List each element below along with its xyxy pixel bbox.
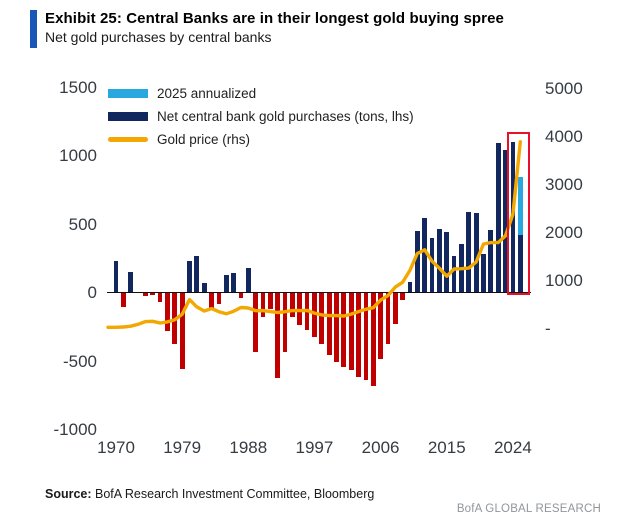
bar-1989 xyxy=(253,293,259,353)
bar-2020 xyxy=(481,253,486,293)
navy-swatch-icon xyxy=(108,112,148,121)
bar-2011 xyxy=(414,231,420,293)
x-axis-tick: 1997 xyxy=(295,438,334,457)
bar-2019 xyxy=(473,213,479,293)
highlight-box-2024-2025 xyxy=(506,131,531,295)
bar-1978 xyxy=(172,293,178,345)
x-axis-tick: 1979 xyxy=(163,438,202,457)
x-axis-tick: 2015 xyxy=(427,438,466,457)
bar-1991 xyxy=(267,293,273,310)
bar-1990 xyxy=(260,293,266,318)
bar-1998 xyxy=(319,293,325,344)
bar-2022 xyxy=(495,142,501,293)
bar-2002 xyxy=(348,293,354,370)
cyan-swatch-icon xyxy=(108,89,148,98)
zero-baseline xyxy=(107,291,531,294)
source-text: BofA Research Investment Committee, Bloo… xyxy=(91,487,375,501)
legend-item-net-purchases: Net central bank gold purchases (tons, l… xyxy=(108,105,414,128)
bar-1996 xyxy=(304,293,310,331)
bar-1984 xyxy=(216,293,222,305)
bar-1985 xyxy=(223,274,229,293)
source-label: Source: xyxy=(45,487,92,501)
bar-2003 xyxy=(356,293,361,378)
bar-2000 xyxy=(334,293,339,362)
bar-1992 xyxy=(275,293,281,379)
left-axis-tick: 1000 xyxy=(59,146,97,165)
legend-label: Gold price (rhs) xyxy=(157,132,251,147)
bar-1981 xyxy=(194,255,200,293)
legend-label: Net central bank gold purchases (tons, l… xyxy=(157,109,414,124)
bar-1987 xyxy=(238,293,244,299)
bar-2007 xyxy=(385,293,391,344)
right-axis-tick: 5000 xyxy=(545,79,583,98)
legend-item-2025-annualized: 2025 annualized xyxy=(108,82,414,105)
gold-line-swatch-icon xyxy=(108,137,148,142)
bar-1979 xyxy=(179,293,185,370)
chart-legend: 2025 annualized Net central bank gold pu… xyxy=(108,82,414,151)
bar-2001 xyxy=(341,293,347,367)
title-accent-stripe xyxy=(30,10,37,48)
x-axis-tick: 2024 xyxy=(493,438,532,457)
left-axis-tick: 500 xyxy=(68,214,97,234)
x-axis-tick: 2006 xyxy=(361,438,400,457)
left-axis-tick: 1500 xyxy=(59,77,97,97)
bar-2006 xyxy=(378,293,383,359)
bar-1971 xyxy=(120,293,126,308)
bar-2015 xyxy=(444,232,450,293)
bar-2016 xyxy=(451,256,457,293)
bar-2018 xyxy=(466,211,472,293)
bar-2008 xyxy=(392,293,398,324)
bar-2014 xyxy=(437,229,442,293)
bar-1995 xyxy=(297,293,303,325)
bar-1983 xyxy=(209,293,214,309)
left-axis-tick: -500 xyxy=(62,351,97,371)
bar-2013 xyxy=(429,237,435,293)
bar-2009 xyxy=(400,293,406,300)
right-axis-tick: 4000 xyxy=(545,127,583,146)
bar-1994 xyxy=(290,293,295,318)
legend-item-gold-price: Gold price (rhs) xyxy=(108,128,414,151)
bar-1986 xyxy=(231,273,236,293)
right-axis-tick: - xyxy=(545,319,551,338)
bar-1974 xyxy=(143,293,148,297)
bar-2017 xyxy=(459,244,464,293)
bar-1999 xyxy=(326,293,332,356)
x-axis-tick: 1988 xyxy=(229,438,268,457)
bar-1972 xyxy=(128,272,134,293)
bar-2021 xyxy=(488,229,494,293)
left-axis-tick: 0 xyxy=(87,283,97,302)
legend-label: 2025 annualized xyxy=(157,86,257,101)
right-axis-tick: 2000 xyxy=(545,223,583,242)
bar-2012 xyxy=(422,218,428,293)
bar-1970 xyxy=(113,260,119,293)
bar-1997 xyxy=(312,293,317,337)
brand-mark: BofA GLOBAL RESEARCH xyxy=(456,503,601,515)
left-axis-tick: -1000 xyxy=(53,420,97,439)
right-axis-tick: 3000 xyxy=(545,175,583,194)
x-axis-tick: 1970 xyxy=(97,438,135,457)
page-title: Exhibit 25: Central Banks are in their l… xyxy=(45,10,504,27)
right-axis-tick: 1000 xyxy=(545,271,583,290)
bar-1975 xyxy=(150,293,156,296)
bar-1993 xyxy=(282,293,288,353)
bar-2004 xyxy=(363,293,369,381)
bar-1977 xyxy=(165,293,170,332)
page-subtitle: Net gold purchases by central banks xyxy=(45,29,272,45)
bar-1980 xyxy=(187,261,192,293)
bar-2005 xyxy=(370,293,376,387)
bar-1988 xyxy=(245,268,251,293)
source-line: Source: BofA Research Investment Committ… xyxy=(45,487,374,501)
bar-1976 xyxy=(157,293,163,302)
